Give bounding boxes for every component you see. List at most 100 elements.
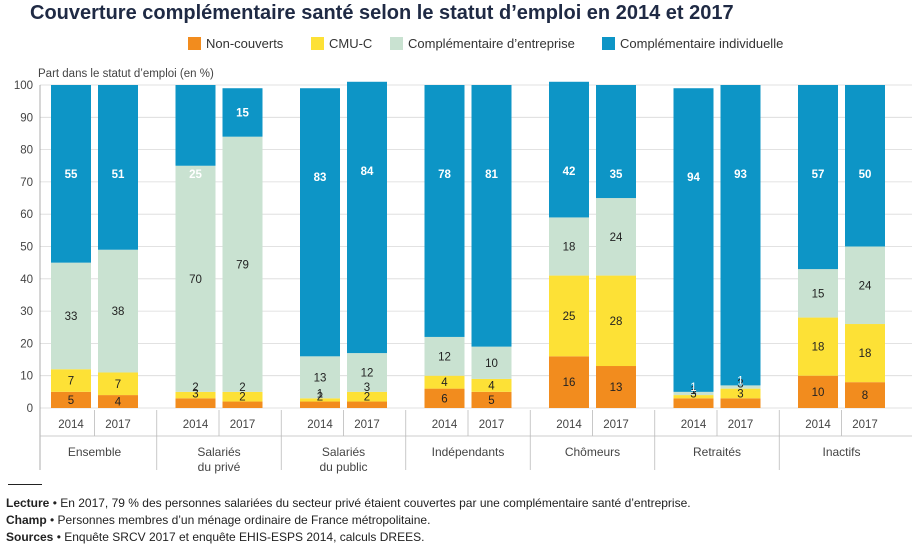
bar-value-label: 1 (690, 385, 696, 397)
group-label: Retraités (693, 445, 741, 459)
group-label: Chômeurs (565, 445, 620, 459)
note-sources: Sources • Enquête SRCV 2017 et enquête E… (6, 530, 425, 544)
bar-segment-non-couverts (471, 391, 512, 408)
bar-value-label: 5 (68, 395, 74, 407)
y-tick-label: 100 (14, 80, 33, 92)
legend-swatch (390, 37, 403, 50)
bar-segment-cmu-c (845, 324, 885, 383)
note-lecture: Lecture • En 2017, 79 % des personnes sa… (6, 496, 691, 510)
legend-label: CMU-C (329, 36, 373, 51)
bar-value-label: 2 (192, 382, 198, 394)
bar-value-label: 35 (610, 169, 623, 181)
legend-swatch (311, 37, 324, 50)
group-label: Salariés (322, 445, 365, 459)
bar-value-label: 15 (236, 107, 249, 119)
bar-segment-entreprise (424, 336, 465, 376)
bar-value-label: 1 (317, 388, 323, 400)
bar-segment-entreprise (51, 262, 91, 370)
group-label: Salariés (197, 445, 240, 459)
legend-item: Complémentaire d’entreprise (390, 36, 575, 51)
bar-segment-non-couverts (300, 401, 340, 408)
bar-segment-individuelle (673, 88, 714, 392)
bar-segment-cmu-c (798, 317, 838, 376)
bar-segment-non-couverts (175, 398, 216, 408)
legend-item: Complémentaire individuelle (602, 36, 783, 51)
bar-value-label: 50 (859, 169, 872, 181)
bar-segment-entreprise (222, 136, 263, 392)
bar-value-label: 15 (812, 288, 825, 300)
legend-swatch (188, 37, 201, 50)
bar-segment-individuelle (549, 81, 589, 218)
x-tick-label: 2017 (479, 419, 505, 431)
bar-segment-cmu-c (222, 391, 263, 402)
bar-segment-non-couverts (98, 395, 138, 408)
bar-segment-entreprise (549, 217, 589, 276)
x-tick-label: 2014 (183, 419, 209, 431)
bar-segment-individuelle (845, 85, 885, 247)
bar-segment-non-couverts (798, 375, 838, 408)
x-tick-label: 2014 (58, 419, 84, 431)
bar-segment-non-couverts (845, 382, 885, 408)
legend-label: Complémentaire individuelle (620, 36, 784, 51)
bar-segment-individuelle (798, 85, 838, 270)
bar-value-label: 2 (317, 392, 323, 404)
bar-value-label: 2 (239, 382, 245, 394)
bar-value-label: 3 (192, 388, 198, 400)
bar-segment-individuelle (222, 88, 263, 137)
x-tick-label: 2014 (681, 419, 707, 431)
bar-value-label: 4 (115, 397, 122, 409)
bar-value-label: 13 (314, 372, 327, 384)
bar-segment-cmu-c (424, 375, 465, 389)
bar-segment-cmu-c (98, 372, 138, 396)
bar-value-label: 81 (485, 169, 498, 181)
group-label: Ensemble (68, 445, 122, 459)
bar-segment-individuelle (175, 85, 216, 166)
legend-swatch (602, 37, 615, 50)
bar-value-label: 83 (314, 172, 327, 184)
legend-item: CMU-C (311, 36, 372, 51)
bar-value-label: 13 (610, 382, 623, 394)
bar-value-label: 7 (115, 379, 121, 391)
x-tick-label: 2014 (805, 419, 831, 431)
bar-value-label: 3 (364, 382, 370, 394)
bar-segment-cmu-c (51, 369, 91, 392)
x-tick-label: 2017 (728, 419, 754, 431)
bar-segment-individuelle (98, 85, 138, 250)
bar-segment-entreprise (471, 346, 512, 379)
y-tick-label: 10 (20, 371, 33, 383)
bar-value-label: 12 (438, 351, 451, 363)
y-tick-label: 0 (27, 403, 33, 415)
x-tick-label: 2017 (230, 419, 256, 431)
bar-value-label: 94 (687, 172, 700, 184)
bar-value-label: 3 (737, 388, 743, 400)
bar-segment-cmu-c (471, 378, 512, 392)
y-tick-label: 90 (20, 112, 33, 124)
notes-divider (8, 484, 42, 485)
y-tick-label: 30 (20, 306, 33, 318)
bar-value-label: 24 (610, 232, 623, 244)
bar-value-label: 10 (812, 387, 825, 399)
bar-value-label: 18 (859, 348, 872, 360)
bar-segment-individuelle (471, 85, 512, 347)
bar-value-label: 2 (364, 392, 370, 404)
group-label: Indépendants (432, 445, 505, 459)
y-tick-label: 80 (20, 145, 33, 157)
chart-title: Couverture complémentaire santé selon le… (30, 2, 734, 24)
y-tick-label: 20 (20, 338, 33, 350)
bar-value-label: 4 (488, 380, 495, 392)
bar-segment-entreprise (175, 165, 216, 392)
x-tick-label: 2017 (354, 419, 380, 431)
legend-label: Non-couverts (206, 36, 284, 51)
bar-segment-non-couverts (347, 401, 387, 408)
bar-value-label: 51 (112, 169, 125, 181)
bar-segment-individuelle (424, 85, 465, 337)
bar-segment-non-couverts (222, 401, 263, 408)
y-tick-label: 60 (20, 209, 33, 221)
bar-value-label: 93 (734, 169, 747, 181)
bar-segment-non-couverts (673, 398, 714, 408)
y-tick-label: 50 (20, 242, 33, 254)
bar-segment-cmu-c (347, 391, 387, 402)
bar-value-label: 84 (361, 166, 374, 178)
bar-value-label: 18 (812, 342, 825, 354)
bar-value-label: 16 (563, 377, 576, 389)
